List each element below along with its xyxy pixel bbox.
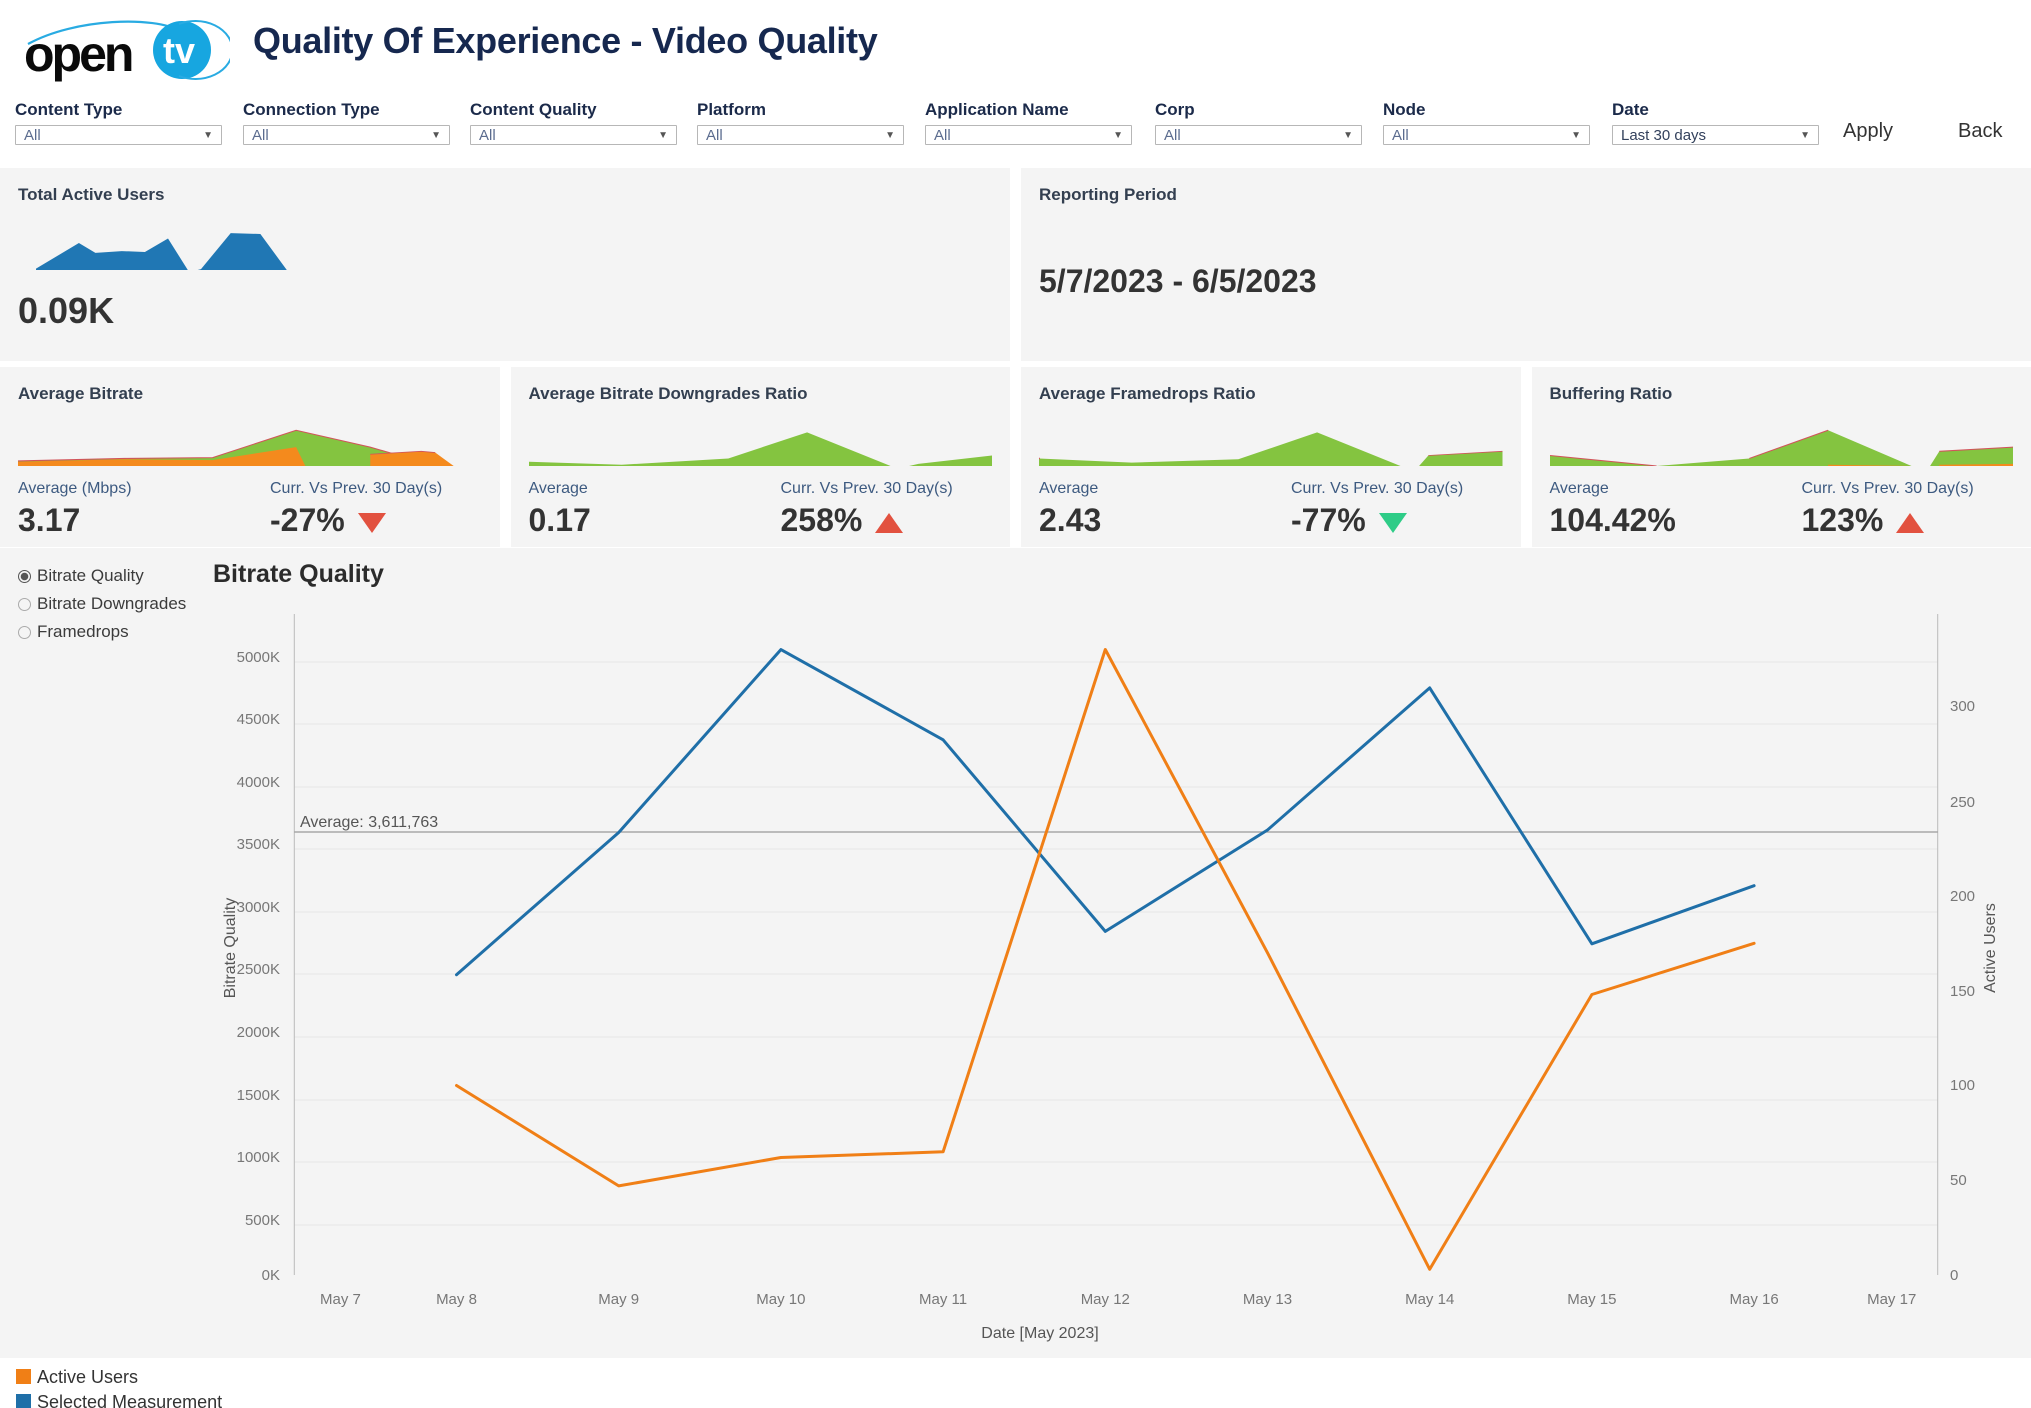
svg-text:tv: tv: [163, 30, 195, 71]
svg-text:May 9: May 9: [598, 1291, 639, 1308]
svg-text:open: open: [24, 26, 132, 82]
svg-text:0: 0: [1950, 1267, 1958, 1284]
svg-text:May 10: May 10: [756, 1291, 805, 1308]
svg-text:May 16: May 16: [1729, 1291, 1778, 1308]
svg-text:150: 150: [1950, 983, 1975, 1000]
svg-text:250: 250: [1950, 794, 1975, 811]
svg-text:May 12: May 12: [1081, 1291, 1130, 1308]
svg-text:500K: 500K: [245, 1212, 280, 1229]
svg-text:4500K: 4500K: [237, 711, 280, 728]
svg-text:3500K: 3500K: [237, 836, 280, 853]
svg-text:3000K: 3000K: [237, 899, 280, 916]
svg-text:May 15: May 15: [1567, 1291, 1616, 1308]
svg-text:300: 300: [1950, 698, 1975, 715]
svg-text:100: 100: [1950, 1077, 1975, 1094]
svg-text:2500K: 2500K: [237, 961, 280, 978]
svg-text:Date [May 2023]: Date [May 2023]: [981, 1325, 1098, 1342]
svg-text:Bitrate Quality: Bitrate Quality: [222, 898, 239, 998]
svg-text:May 17: May 17: [1867, 1291, 1916, 1308]
svg-text:1500K: 1500K: [237, 1087, 280, 1104]
svg-text:0K: 0K: [262, 1267, 280, 1284]
svg-text:Active Users: Active Users: [1982, 903, 1999, 993]
svg-text:Average: 3,611,763: Average: 3,611,763: [300, 814, 438, 831]
svg-text:May 14: May 14: [1405, 1291, 1454, 1308]
svg-text:May 13: May 13: [1243, 1291, 1292, 1308]
svg-text:50: 50: [1950, 1172, 1967, 1189]
svg-text:May 7: May 7: [320, 1291, 361, 1308]
svg-text:May 8: May 8: [436, 1291, 477, 1308]
svg-text:200: 200: [1950, 888, 1975, 905]
svg-text:4000K: 4000K: [237, 774, 280, 791]
svg-text:5000K: 5000K: [237, 649, 280, 666]
svg-text:1000K: 1000K: [237, 1149, 280, 1166]
svg-text:May 11: May 11: [919, 1291, 967, 1308]
svg-text:2000K: 2000K: [237, 1024, 280, 1041]
